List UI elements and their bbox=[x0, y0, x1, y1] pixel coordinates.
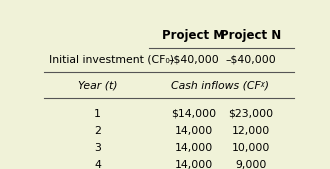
Text: 2: 2 bbox=[94, 126, 101, 136]
Text: Initial investment (CF₀): Initial investment (CF₀) bbox=[49, 54, 174, 64]
Text: 1: 1 bbox=[94, 109, 101, 119]
Text: Cash inflows (CFᵡ): Cash inflows (CFᵡ) bbox=[171, 80, 269, 90]
Text: Project M: Project M bbox=[162, 29, 225, 42]
Text: 4: 4 bbox=[94, 160, 101, 169]
Text: Project N: Project N bbox=[220, 29, 281, 42]
Text: Year (t): Year (t) bbox=[78, 80, 117, 90]
Text: 10,000: 10,000 bbox=[232, 143, 270, 153]
Text: 3: 3 bbox=[94, 143, 101, 153]
Text: $23,000: $23,000 bbox=[228, 109, 274, 119]
Text: –$40,000: –$40,000 bbox=[226, 54, 276, 64]
Text: $14,000: $14,000 bbox=[171, 109, 216, 119]
Text: 14,000: 14,000 bbox=[174, 160, 213, 169]
Text: 14,000: 14,000 bbox=[174, 143, 213, 153]
Text: 9,000: 9,000 bbox=[235, 160, 267, 169]
Text: 12,000: 12,000 bbox=[232, 126, 270, 136]
Text: –$40,000: –$40,000 bbox=[168, 54, 219, 64]
Text: 14,000: 14,000 bbox=[174, 126, 213, 136]
